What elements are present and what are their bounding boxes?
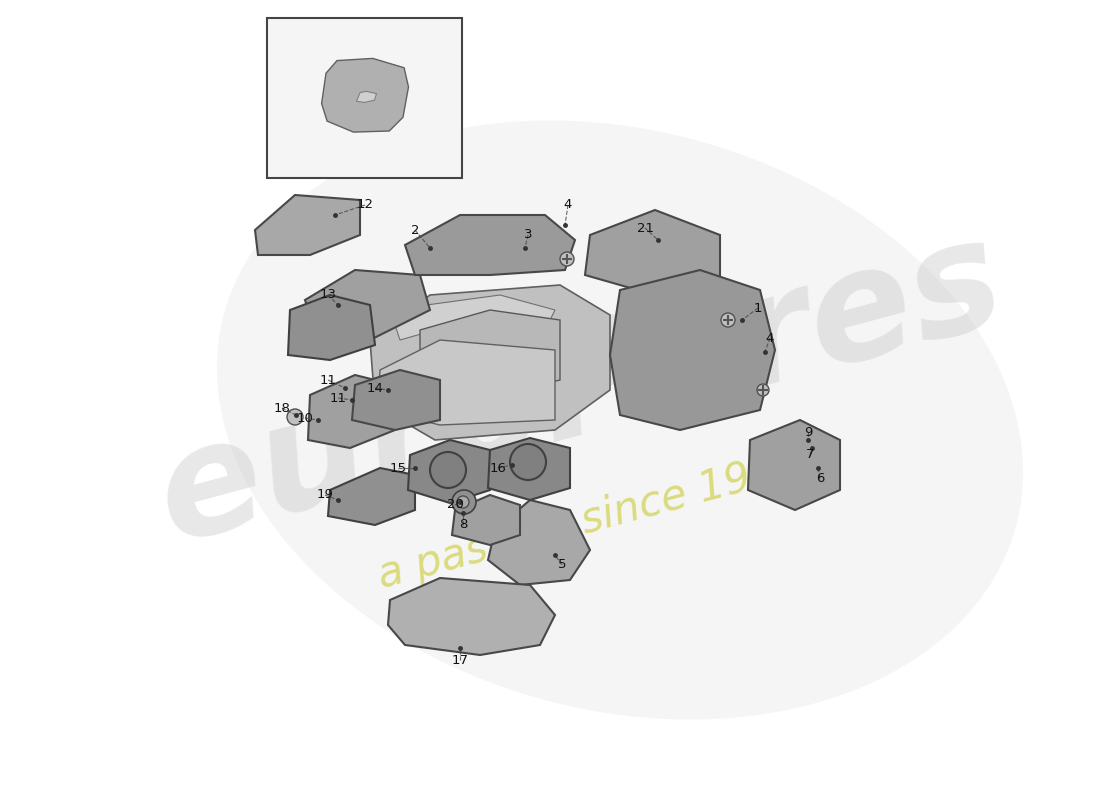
Polygon shape: [321, 58, 408, 132]
Circle shape: [287, 409, 303, 425]
Circle shape: [720, 313, 735, 327]
Polygon shape: [585, 210, 720, 295]
Text: 12: 12: [356, 198, 374, 211]
Text: 4: 4: [766, 331, 774, 345]
Bar: [267, 18, 462, 178]
Circle shape: [510, 444, 546, 480]
Polygon shape: [328, 468, 415, 525]
Text: 4: 4: [564, 198, 572, 211]
Ellipse shape: [217, 121, 1023, 719]
Text: 20: 20: [447, 498, 463, 511]
Text: 15: 15: [389, 462, 407, 474]
Polygon shape: [255, 195, 360, 255]
Polygon shape: [356, 91, 376, 102]
Text: 16: 16: [490, 462, 506, 474]
Polygon shape: [408, 440, 490, 503]
Circle shape: [456, 496, 469, 508]
Polygon shape: [610, 270, 775, 430]
Text: 2: 2: [410, 223, 419, 237]
Polygon shape: [488, 438, 570, 500]
Text: 10: 10: [297, 411, 313, 425]
Polygon shape: [288, 295, 375, 360]
Text: 9: 9: [804, 426, 812, 438]
Text: 13: 13: [319, 289, 337, 302]
Circle shape: [757, 384, 769, 396]
Text: 21: 21: [637, 222, 653, 234]
Polygon shape: [308, 375, 395, 448]
Circle shape: [452, 490, 476, 514]
Polygon shape: [388, 578, 556, 655]
Text: 3: 3: [524, 229, 532, 242]
Text: 1: 1: [754, 302, 762, 314]
Text: 19: 19: [317, 489, 333, 502]
Text: 11: 11: [319, 374, 337, 386]
Text: 18: 18: [274, 402, 290, 414]
Polygon shape: [390, 295, 556, 340]
Polygon shape: [405, 215, 575, 275]
Text: 5: 5: [558, 558, 566, 571]
Text: 7: 7: [805, 449, 814, 462]
Polygon shape: [370, 285, 610, 440]
Polygon shape: [420, 310, 560, 395]
Polygon shape: [352, 370, 440, 430]
Text: euroPares: euroPares: [142, 206, 1019, 574]
Circle shape: [430, 452, 466, 488]
Polygon shape: [305, 270, 430, 340]
Text: 14: 14: [366, 382, 384, 394]
Text: 17: 17: [451, 654, 469, 666]
Polygon shape: [378, 340, 556, 425]
Polygon shape: [748, 420, 840, 510]
Circle shape: [560, 252, 574, 266]
Text: 11: 11: [330, 391, 346, 405]
Text: 8: 8: [459, 518, 468, 531]
Text: 6: 6: [816, 471, 824, 485]
Polygon shape: [452, 495, 520, 545]
Polygon shape: [488, 500, 590, 585]
Text: a passion since 1985: a passion since 1985: [373, 443, 807, 597]
